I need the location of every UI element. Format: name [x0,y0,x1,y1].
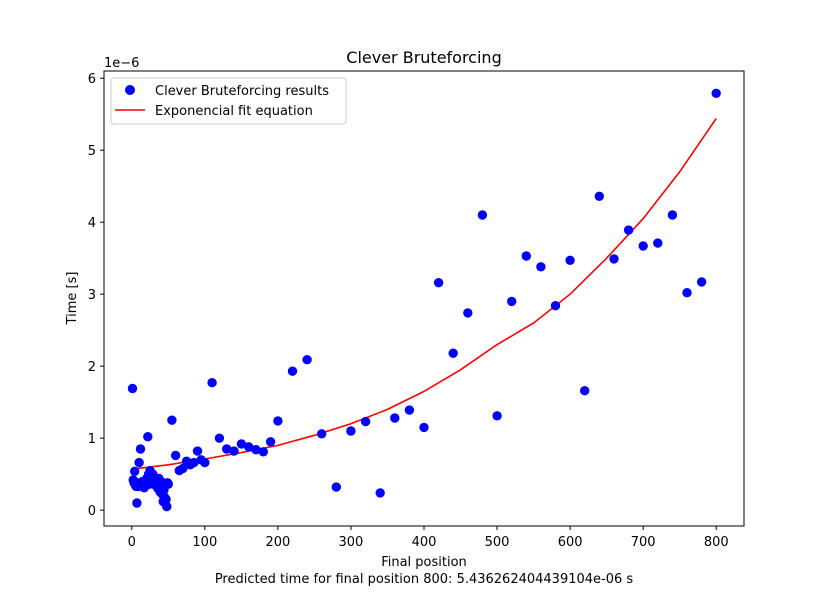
data-point [222,444,232,454]
data-point [207,378,217,388]
y-tick-label: 4 [88,216,96,231]
data-point [536,262,546,272]
data-point [638,241,648,251]
data-point [134,457,144,468]
x-axis: 0 100 200 300 400 500 600 700 800 [128,526,729,550]
data-point [609,254,619,264]
data-point [346,426,356,436]
y-tick-label: 0 [88,504,96,519]
data-point [143,432,153,442]
data-point [192,446,203,456]
y-tick-label: 6 [88,72,96,87]
data-point [244,442,254,452]
data-point [287,366,298,376]
data-point [170,450,181,461]
data-point [135,444,146,454]
data-point [492,411,502,421]
data-point [521,251,531,261]
data-point [200,457,210,468]
x-axis-label: Final position [381,555,467,570]
x-tick-label: 400 [412,535,437,550]
data-point [696,277,707,287]
legend-label-points: Clever Bruteforcing results [155,84,329,99]
data-point [463,308,473,318]
data-point [214,433,225,443]
data-point [317,429,327,439]
data-point [258,447,268,457]
data-point [163,479,173,489]
data-point [229,446,239,456]
y-tick-label: 3 [88,288,96,303]
data-point [162,501,172,512]
prediction-footnote: Predicted time for final position 800: 5… [215,572,634,587]
x-tick-label: 500 [485,535,510,550]
data-point [550,301,561,311]
x-tick-label: 0 [128,535,136,550]
x-tick-label: 200 [265,535,290,550]
points-layer [127,88,721,512]
data-point [251,445,261,455]
data-point [404,405,415,415]
data-point [565,255,575,265]
data-point [653,238,663,248]
y-tick-label: 1 [88,432,96,447]
data-point [507,296,517,307]
data-point [667,210,678,220]
fit-line [132,118,717,470]
legend: Clever Bruteforcing results Exponencial … [110,77,347,125]
chart-title: Clever Bruteforcing [346,48,501,67]
y-tick-label: 5 [88,144,96,159]
data-point [580,386,590,396]
fit-line-layer [132,118,717,470]
x-tick-label: 800 [704,535,729,550]
x-tick-label: 300 [339,535,364,550]
data-point [265,437,276,447]
data-point [161,494,171,505]
data-point [477,210,488,220]
y-tick-label: 2 [88,360,96,375]
data-point [433,278,444,288]
data-point [711,88,721,99]
y-offset-label: 1e−6 [104,56,139,71]
legend-label-fit: Exponencial fit equation [155,104,313,119]
data-point [331,482,341,492]
y-axis-label: Time [s] [65,272,80,326]
y-axis: 0 1 2 3 4 5 6 [88,72,104,519]
data-point [360,416,371,427]
data-point [189,457,199,468]
data-point [682,288,692,298]
data-point [167,415,177,425]
data-point [273,416,283,426]
data-point [302,355,312,365]
data-point [594,191,604,201]
data-point [448,348,458,358]
data-point [419,422,429,433]
x-tick-label: 700 [631,535,656,550]
legend-box [110,77,347,125]
x-tick-label: 600 [558,535,583,550]
data-point [623,225,634,235]
data-point [178,463,188,474]
data-point [375,488,385,498]
x-tick-label: 100 [192,535,217,550]
legend-marker-points [125,85,135,95]
data-point [127,383,138,394]
data-point [390,413,400,423]
data-point [130,466,140,476]
data-point [132,498,142,508]
data-point [236,439,247,449]
